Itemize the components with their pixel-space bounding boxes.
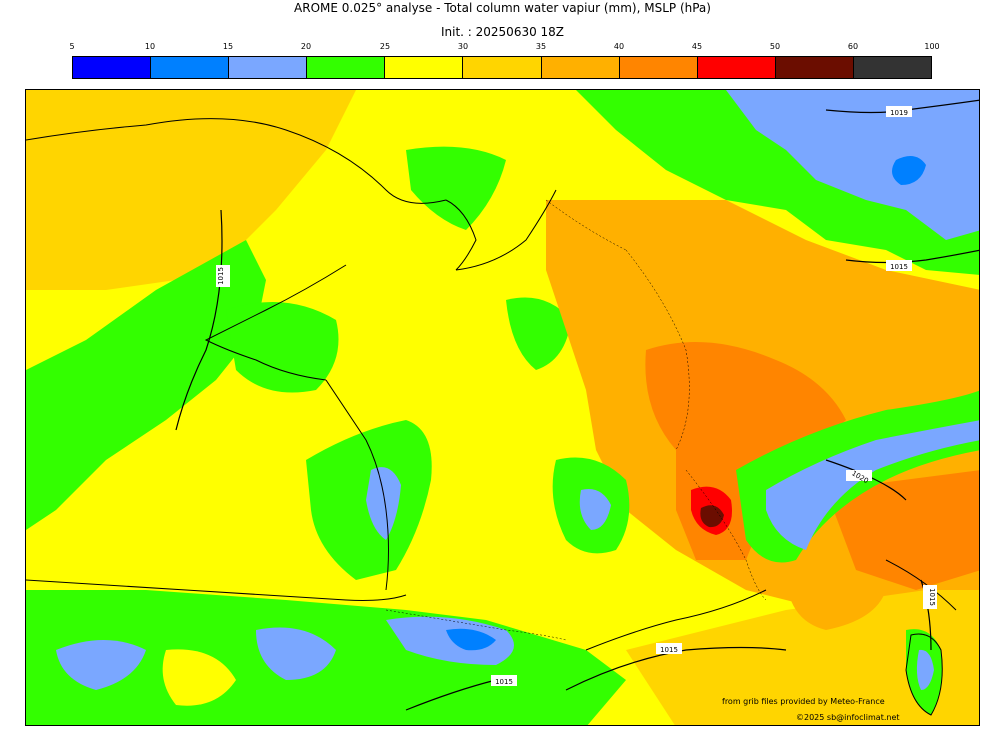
colorbar-tick: 25 xyxy=(379,42,391,51)
isobar-label-bg xyxy=(923,585,937,609)
border-france-italy xyxy=(685,469,767,601)
isobar-label: 1019 xyxy=(890,109,908,117)
colorbar-tick: 45 xyxy=(691,42,703,51)
isobar-labels: 1015 1015 1015 1015 1015 1019 1020 xyxy=(216,106,937,686)
isobar-label-bg xyxy=(491,675,517,686)
tcwv-area-blue-corsica xyxy=(916,649,934,690)
colorbar-segment xyxy=(697,57,776,78)
colorbar-segment xyxy=(385,57,464,78)
isobar-1015-corsica xyxy=(920,579,932,651)
isobar-label-bg xyxy=(846,470,872,481)
coastline-uk xyxy=(26,118,447,204)
tcwv-area-orange-west xyxy=(26,90,356,290)
coastlines xyxy=(26,118,957,716)
coastline-channel xyxy=(445,199,477,271)
colorbar-segment xyxy=(463,57,542,78)
colorbar-tick: 10 xyxy=(144,42,156,51)
isobar-1015-spain xyxy=(405,679,497,711)
tcwv-area-orange-med xyxy=(626,590,979,725)
tcwv-area-blue-ne xyxy=(726,90,979,240)
tcwv-area-green-brittany xyxy=(226,302,339,393)
borders xyxy=(385,199,767,641)
isobar-1015-west xyxy=(175,209,223,431)
colorbar-segment xyxy=(541,57,620,78)
tcwv-area-darkred-lyon xyxy=(700,505,724,528)
isobar-1020-alps xyxy=(825,459,907,501)
colorbar-tick: 30 xyxy=(457,42,469,51)
tcwv-area-green-channel xyxy=(406,146,506,230)
colorbar-segment xyxy=(151,57,230,78)
tcwv-area-blue-pyrenees xyxy=(386,616,514,665)
tcwv-area-orange-po xyxy=(826,470,979,590)
isobar-1015-ne xyxy=(845,249,979,264)
tcwv-area-darkorange-east xyxy=(645,342,846,468)
tcwv-area-blue-spain-2 xyxy=(256,627,336,680)
colorbar-tick: 5 xyxy=(69,42,75,51)
data-source-credit: from grib files provided by Meteo-France xyxy=(722,697,885,706)
chart-title: AROME 0.025° analyse - Total column wate… xyxy=(294,1,711,15)
tcwv-area-darkorange-med xyxy=(786,567,886,630)
colorbar-segment xyxy=(775,57,854,78)
tcwv-area-blue-bay xyxy=(366,467,401,540)
colorbar-tick: 100 xyxy=(924,42,940,51)
tcwv-area-blue-alps xyxy=(766,420,979,550)
coastline-med xyxy=(585,589,767,651)
colorbar-segment xyxy=(619,57,698,78)
tcwv-area-green-atlantic xyxy=(26,240,266,530)
border-france-germany xyxy=(625,249,690,451)
isobar-label: 1015 xyxy=(660,646,678,654)
map-canvas: 1015 1015 1015 1015 1015 1019 1020 xyxy=(26,90,979,725)
colorbar-tick: 50 xyxy=(769,42,781,51)
colorbar xyxy=(72,56,932,79)
isobar-label-bg xyxy=(886,260,912,271)
isobar-label: 1015 xyxy=(495,678,513,686)
isobar-label: 1015 xyxy=(890,263,908,271)
tcwv-area-green-center xyxy=(506,297,571,370)
copyright-credit: ©2025 sb@infoclimat.net xyxy=(796,713,900,722)
coastline-atlantic xyxy=(325,379,389,591)
colorbar-segment xyxy=(229,57,308,78)
colorbar-segment xyxy=(73,57,152,78)
tcwv-area-deepblue-ne xyxy=(892,156,926,185)
weather-map[interactable]: 1015 1015 1015 1015 1015 1019 1020 xyxy=(25,89,980,726)
colorbar-tick: 40 xyxy=(613,42,625,51)
border-france-belgium xyxy=(545,199,627,251)
tcwv-area-deepblue-pyrenees xyxy=(446,628,496,651)
coastline-france-north xyxy=(455,189,557,271)
tcwv-area-blue-massif xyxy=(579,489,611,530)
tcwv-area-yellow-spain xyxy=(162,649,236,706)
colorbar-tick: 20 xyxy=(300,42,312,51)
colorbar-tick: 60 xyxy=(847,42,859,51)
coastline-spain-north xyxy=(26,579,407,601)
isobar-1015-south xyxy=(565,646,787,691)
border-france-spain xyxy=(385,609,567,641)
colorbar-segment xyxy=(307,57,386,78)
isobar-label-bg xyxy=(886,106,912,117)
coastline-brittany xyxy=(204,264,347,381)
colorbar-tick: 35 xyxy=(535,42,547,51)
isobar-label: 1015 xyxy=(217,267,225,285)
isobar-label: 1015 xyxy=(928,588,936,606)
coastline-italy xyxy=(885,559,957,611)
coastline-corsica xyxy=(905,633,943,716)
tcwv-area-blue-spain xyxy=(56,640,146,690)
init-time: Init. : 20250630 18Z xyxy=(440,25,565,39)
colorbar-segment xyxy=(853,57,932,78)
isobar-label-bg xyxy=(656,643,682,654)
isobar-label-bg xyxy=(216,265,230,287)
colorbar-tick: 15 xyxy=(222,42,234,51)
